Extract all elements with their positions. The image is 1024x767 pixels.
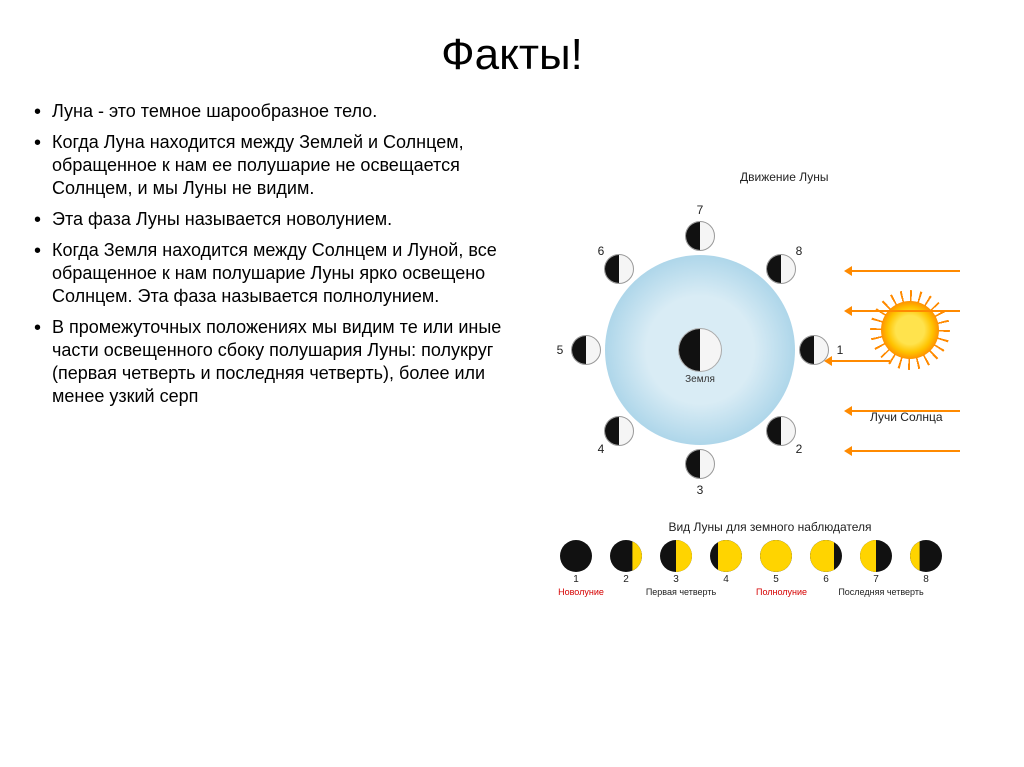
earth-label: Земля: [685, 374, 715, 385]
fact-item: Когда Луна находится между Землей и Солн…: [30, 131, 530, 200]
phase-number: 6: [823, 574, 829, 585]
fact-item: Эта фаза Луны называется новолунием.: [30, 208, 530, 231]
phase-item: 1: [556, 540, 596, 585]
orbit-moon-number: 3: [697, 483, 704, 497]
phase-group-label: Первая четверть: [606, 587, 756, 597]
sun-rays-label: Лучи Солнца: [870, 410, 943, 424]
orbit-moon-number: 5: [557, 343, 564, 357]
motion-label: Движение Луны: [740, 170, 829, 184]
orbit-moon-number: 7: [697, 203, 704, 217]
phase-item: 7: [856, 540, 896, 585]
phase-icon: [860, 540, 892, 572]
phase-icon: [660, 540, 692, 572]
phase-number: 4: [723, 574, 729, 585]
fact-item: Луна - это темное шарообразное тело.: [30, 100, 530, 123]
moon-phase-diagram: Движение Луны Земля 1 2 3 4 5 6 7 8 Лучи Солнца…: [540, 170, 1020, 590]
phase-icon: [610, 540, 642, 572]
phase-number: 3: [673, 574, 679, 585]
facts-list: Луна - это темное шарообразное тело. Когд…: [30, 100, 530, 416]
orbit-moon-icon: [571, 335, 601, 365]
phase-item: 3: [656, 540, 696, 585]
orbit-area: Земля 1 2 3 4 5 6 7 8: [550, 200, 850, 500]
phase-icon: [910, 540, 942, 572]
phase-number: 5: [773, 574, 779, 585]
observer-row-title: Вид Луны для земного наблюдателя: [550, 520, 990, 534]
earth-icon: [678, 328, 722, 372]
phase-number: 8: [923, 574, 929, 585]
orbit-moon-icon: [604, 416, 634, 446]
orbit-moon-number: 6: [598, 244, 605, 258]
phase-icon: [810, 540, 842, 572]
phase-item: 6: [806, 540, 846, 585]
sun-ray-icon: [830, 360, 890, 362]
phase-number: 2: [623, 574, 629, 585]
orbit-moon-icon: [766, 416, 796, 446]
orbit-moon-number: 1: [837, 343, 844, 357]
phase-group-label: Последняя четверть: [806, 587, 956, 597]
page-title: Факты!: [0, 0, 1024, 100]
fact-item: В промежуточных положениях мы видим те и…: [30, 316, 530, 408]
orbit-moon-icon: [685, 221, 715, 251]
phase-item: 2: [606, 540, 646, 585]
orbit-moon-number: 4: [598, 442, 605, 456]
orbit-moon-number: 8: [796, 244, 803, 258]
phase-item: 5: [756, 540, 796, 585]
sun-ray-icon: [850, 310, 960, 312]
orbit-moon-icon: [766, 254, 796, 284]
phase-item: 8: [906, 540, 946, 585]
fact-item: Когда Земля находится между Солнцем и Лу…: [30, 239, 530, 308]
phase-item: 4: [706, 540, 746, 585]
phase-group-label: Новолуние: [556, 587, 606, 597]
phase-icon: [710, 540, 742, 572]
sun-ray-icon: [850, 450, 960, 452]
orbit-moon-icon: [604, 254, 634, 284]
phase-number: 1: [573, 574, 579, 585]
phase-group-label: Полнолуние: [756, 587, 806, 597]
phase-icon: [560, 540, 592, 572]
observer-phase-row: Вид Луны для земного наблюдателя 1 2 3 4 5 6 7…: [550, 520, 990, 597]
phase-number: 7: [873, 574, 879, 585]
orbit-moon-number: 2: [796, 442, 803, 456]
phase-icon: [760, 540, 792, 572]
orbit-moon-icon: [685, 449, 715, 479]
sun-ray-icon: [850, 270, 960, 272]
